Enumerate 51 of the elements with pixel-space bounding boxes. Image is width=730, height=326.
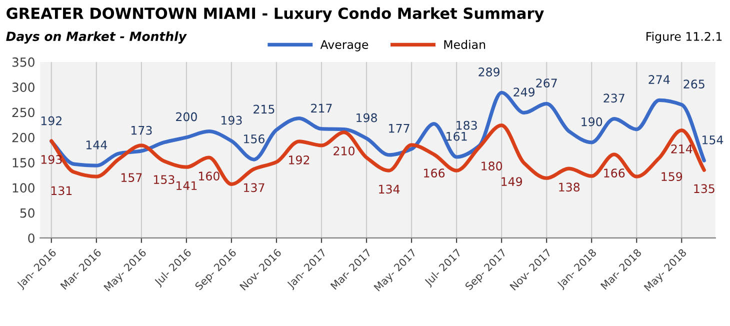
- data-label: 217: [311, 104, 332, 112]
- y-tick-label: 50: [20, 208, 34, 218]
- data-label: 137: [244, 183, 264, 192]
- data-label: 183: [456, 120, 477, 130]
- data-label: 289: [478, 68, 500, 76]
- legend-label: Median: [444, 40, 486, 50]
- data-label: 192: [41, 116, 62, 126]
- data-label: 177: [389, 124, 410, 133]
- data-label: 153: [154, 175, 174, 184]
- chart-subtitle: Days on Market - Monthly: [6, 31, 187, 44]
- data-label: 214: [671, 144, 692, 154]
- caption: Figure 11.2.1: [646, 32, 722, 44]
- data-label: 210: [334, 146, 354, 156]
- data-label: 131: [51, 186, 72, 196]
- chart-title: GREATER DOWNTOWN MIAMI - Luxury Condo Market Summary: [6, 7, 544, 22]
- data-label: 154: [702, 136, 724, 144]
- data-label: 159: [662, 172, 682, 182]
- data-label: 166: [604, 168, 625, 178]
- y-tick-label: 250: [12, 108, 34, 118]
- data-label: 156: [244, 134, 264, 144]
- data-label: 166: [424, 168, 445, 178]
- legend-label: Average: [320, 40, 368, 52]
- data-label: 190: [582, 117, 602, 126]
- data-label: 193: [41, 155, 62, 164]
- y-tick-label: 350: [12, 57, 34, 67]
- data-label: 141: [176, 181, 197, 190]
- y-tick-label: 150: [12, 158, 34, 168]
- data-label: 274: [648, 75, 670, 84]
- data-label: 215: [254, 104, 274, 114]
- data-label: 192: [289, 156, 310, 164]
- data-label: 180: [482, 162, 502, 170]
- data-label: 144: [86, 140, 108, 150]
- data-label: 249: [514, 88, 535, 97]
- y-tick-label: 200: [12, 132, 34, 142]
- data-label: 193: [222, 116, 242, 125]
- y-tick-label: 100: [12, 183, 34, 193]
- data-label: 161: [446, 132, 467, 141]
- data-label: 134: [379, 184, 400, 194]
- data-label: 157: [121, 173, 142, 182]
- data-label: 173: [131, 126, 152, 135]
- data-label: 160: [198, 172, 220, 181]
- data-label: 138: [559, 182, 580, 192]
- y-tick-label: 300: [12, 82, 34, 92]
- data-label: 149: [502, 177, 522, 186]
- data-label: 237: [604, 94, 624, 103]
- data-label: 198: [356, 113, 377, 122]
- data-label: 267: [536, 78, 557, 88]
- data-label: 135: [694, 184, 714, 194]
- y-tick-label: 0: [28, 233, 34, 243]
- data-label: 200: [176, 112, 197, 122]
- data-label: 265: [684, 80, 704, 89]
